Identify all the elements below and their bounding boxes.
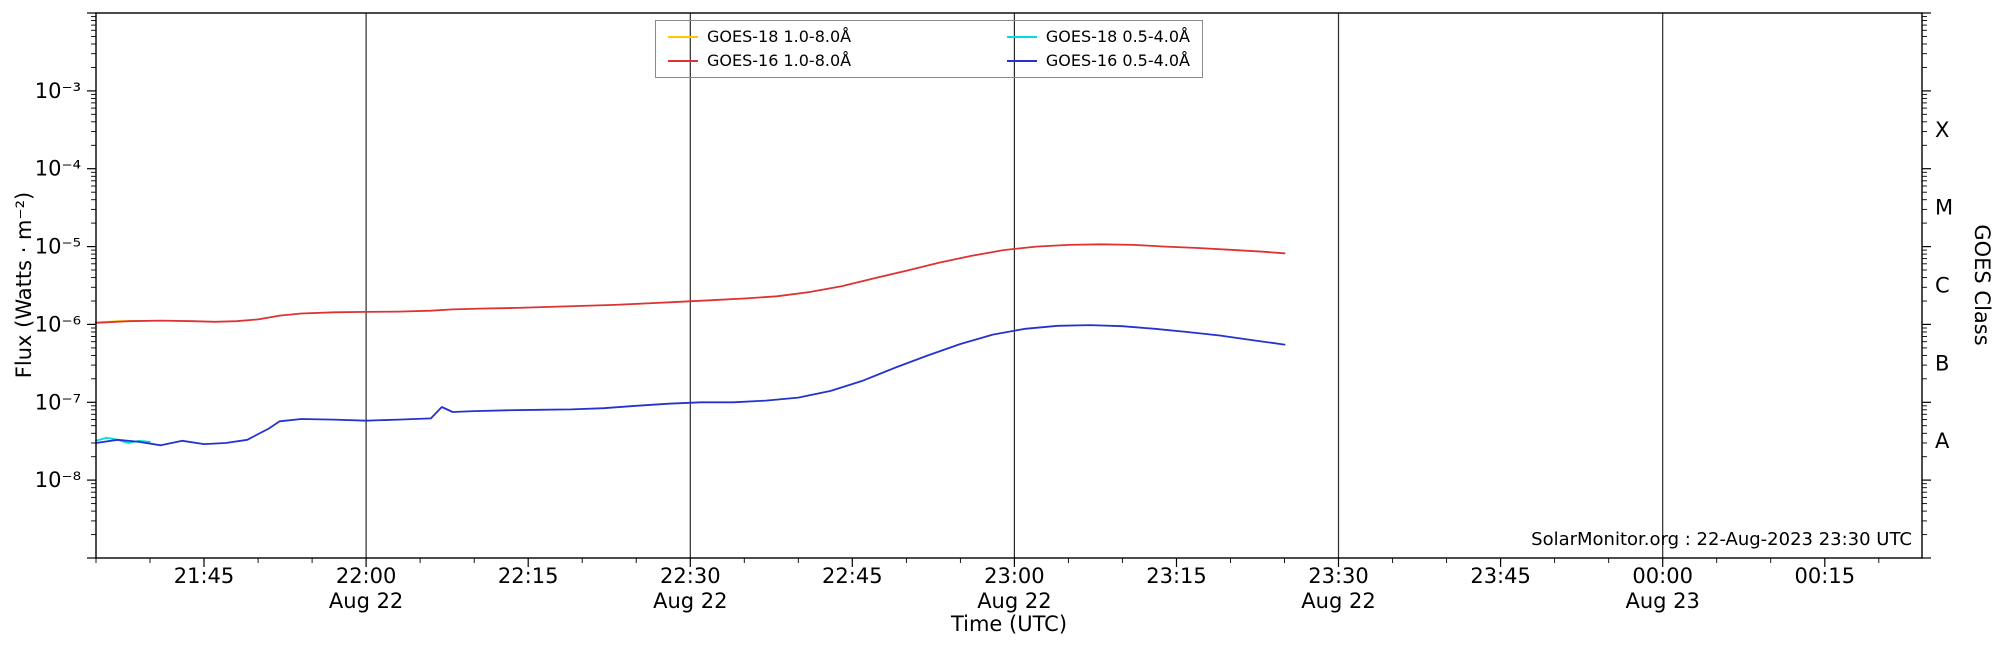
legend-label-goes18-short: GOES-18 0.5-4.0Å xyxy=(1045,27,1190,46)
goes-class-letter: A xyxy=(1935,429,1950,453)
legend-column-long-band: GOES-18 1.0-8.0Å GOES-16 1.0-8.0Å xyxy=(668,27,851,71)
x-date-label: Aug 22 xyxy=(653,589,727,613)
legend-item-goes16-long: GOES-16 1.0-8.0Å xyxy=(668,51,851,71)
legend: GOES-18 1.0-8.0Å GOES-16 1.0-8.0Å GOES-1… xyxy=(655,20,1203,78)
y-tick-label: 10⁻⁴ xyxy=(35,157,81,181)
legend-swatch-goes16-short xyxy=(1006,60,1037,62)
x-tick-label: 23:30 xyxy=(1308,564,1369,588)
legend-label-goes16-long: GOES-16 1.0-8.0Å xyxy=(707,51,852,70)
legend-swatch-goes18-long xyxy=(668,36,698,38)
goes-class-letter: M xyxy=(1935,196,1953,220)
x-tick-label: 22:45 xyxy=(822,564,883,588)
x-date-label: Aug 22 xyxy=(1301,589,1375,613)
y-axis-label: Flux (Watts · m⁻²) xyxy=(12,191,36,379)
y2-axis-label: GOES Class xyxy=(1970,224,1994,346)
goes-class-letter: X xyxy=(1935,118,1949,142)
legend-item-goes18-long: GOES-18 1.0-8.0Å xyxy=(668,27,851,47)
goes-class-letter: C xyxy=(1935,274,1950,298)
x-tick-label: 22:15 xyxy=(498,564,559,588)
legend-swatch-goes18-short xyxy=(1006,36,1037,38)
source-annotation: SolarMonitor.org : 22-Aug-2023 23:30 UTC xyxy=(1531,529,1912,550)
legend-column-short-band: GOES-18 0.5-4.0Å GOES-16 0.5-4.0Å xyxy=(1006,27,1190,71)
x-tick-label: 23:00 xyxy=(984,564,1045,588)
series-goes16-long xyxy=(95,243,1286,324)
x-date-label: Aug 23 xyxy=(1625,589,1699,613)
series-goes18-short xyxy=(95,436,151,444)
legend-label-goes18-long: GOES-18 1.0-8.0Å xyxy=(707,27,852,46)
x-tick-label: 23:45 xyxy=(1470,564,1531,588)
x-tick-label: 22:30 xyxy=(660,564,721,588)
x-tick-label: 00:00 xyxy=(1632,564,1693,588)
series-goes16-short xyxy=(95,324,1286,447)
x-date-label: Aug 22 xyxy=(329,589,403,613)
plot-frame xyxy=(95,12,1923,559)
x-axis-label: Time (UTC) xyxy=(950,612,1068,636)
y-tick-label: 10⁻⁶ xyxy=(35,312,81,336)
x-tick-label: 22:00 xyxy=(336,564,397,588)
x-tick-label: 23:15 xyxy=(1146,564,1207,588)
x-date-label: Aug 22 xyxy=(977,589,1051,613)
legend-swatch-goes16-long xyxy=(668,60,698,62)
y-tick-label: 10⁻³ xyxy=(35,79,81,103)
x-tick-label: 00:15 xyxy=(1795,564,1856,588)
y-tick-label: 10⁻⁷ xyxy=(35,390,81,414)
legend-label-goes16-short: GOES-16 0.5-4.0Å xyxy=(1045,51,1190,70)
y-tick-label: 10⁻⁸ xyxy=(35,468,81,492)
x-tick-label: 21:45 xyxy=(174,564,235,588)
y-tick-label: 10⁻⁵ xyxy=(35,235,81,259)
legend-item-goes16-short: GOES-16 0.5-4.0Å xyxy=(1006,51,1190,71)
goes-class-letter: B xyxy=(1935,351,1949,375)
legend-item-goes18-short: GOES-18 0.5-4.0Å xyxy=(1006,27,1190,47)
